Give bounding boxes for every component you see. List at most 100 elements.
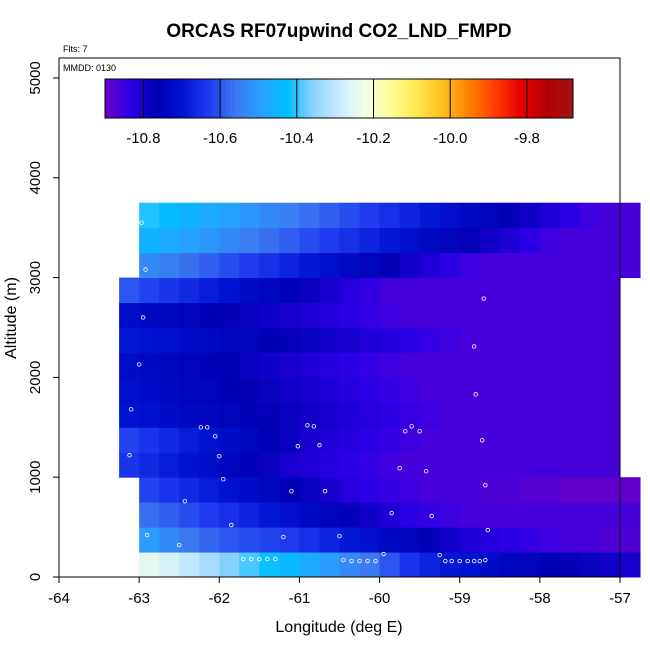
colorbar-segment — [272, 79, 278, 118]
heatmap-cell — [599, 427, 621, 453]
colorbar-segment — [378, 79, 383, 118]
heatmap-cell — [199, 352, 220, 378]
colorbar-tick-label: -10.6 — [203, 130, 237, 147]
heatmap-cell — [539, 477, 561, 503]
heatmap-cell — [319, 402, 340, 428]
heatmap-cell — [519, 477, 541, 503]
heatmap-cell — [159, 202, 180, 229]
heatmap-cell — [479, 377, 501, 403]
heatmap-cell — [359, 227, 381, 254]
colorbar-segment — [534, 79, 539, 118]
sample-point — [437, 552, 442, 558]
heatmap-cell — [219, 252, 240, 279]
heatmap-cell — [159, 277, 180, 304]
heatmap-cell — [359, 452, 381, 478]
heatmap-cell — [119, 302, 140, 328]
heatmap-cell — [319, 227, 340, 254]
heatmap-cell — [279, 427, 300, 453]
heatmap-cell — [579, 502, 601, 528]
sample-point — [198, 425, 204, 430]
heatmap-cell — [239, 227, 260, 254]
heatmap-cell — [399, 527, 421, 553]
y-tick-label: 3000 — [27, 261, 44, 294]
heatmap-cell — [179, 452, 200, 478]
heatmap-cell — [419, 352, 441, 378]
colorbar-segment — [413, 79, 418, 118]
heatmap-cell — [599, 527, 621, 553]
colorbar-segment — [502, 79, 508, 118]
heatmap-cell — [299, 427, 320, 453]
heatmap-cell — [620, 502, 641, 528]
colorbar-segment — [257, 79, 262, 118]
colorbar-tick-label: -10.0 — [433, 130, 467, 147]
heatmap-cell — [499, 227, 521, 254]
heatmap-cell — [239, 527, 260, 553]
colorbar-segment — [541, 79, 547, 118]
heatmap-cells — [119, 202, 641, 578]
sample-point — [479, 438, 485, 443]
heatmap-cell — [139, 477, 160, 503]
heatmap-cell — [359, 302, 381, 328]
colorbar-segment — [249, 79, 254, 118]
heatmap-cell — [279, 277, 300, 304]
heatmap-cell — [339, 552, 361, 578]
heatmap-cell — [579, 252, 601, 279]
heatmap-cell — [119, 402, 140, 428]
heatmap-cell — [119, 452, 140, 478]
heatmap-cell — [479, 402, 501, 428]
sample-point — [139, 220, 144, 225]
heatmap-cell — [199, 252, 220, 279]
colorbar-segment — [557, 79, 562, 118]
heatmap-cell — [539, 502, 561, 528]
colorbar-tick-label: -10.4 — [280, 130, 314, 147]
colorbar: -10.8 -10.6 -10.4 -10.2 -10.0 -9.8 — [104, 78, 574, 147]
heatmap-cell — [579, 227, 601, 254]
heatmap-cell — [439, 252, 461, 279]
heatmap-cell — [359, 527, 381, 553]
heatmap-cell — [579, 452, 601, 478]
heatmap-cell — [539, 302, 561, 328]
x-tick-label: -64 — [48, 590, 70, 607]
heatmap-cell — [419, 477, 441, 503]
heatmap-cell — [239, 452, 260, 478]
heatmap-cell — [439, 327, 461, 353]
heatmap-cell — [539, 452, 561, 478]
heatmap-cell — [559, 477, 581, 503]
heatmap-cell — [539, 377, 561, 403]
sample-point — [257, 556, 262, 562]
colorbar-tick-label: -9.8 — [514, 130, 540, 147]
sample-point — [473, 392, 478, 397]
heatmap-cell — [539, 352, 561, 378]
colorbar-segment — [452, 79, 457, 118]
heatmap-cell — [179, 277, 200, 304]
heatmap-cell — [439, 552, 461, 578]
colorbar-segment — [545, 79, 551, 118]
heatmap-cell — [319, 452, 340, 478]
heatmap-cell — [579, 427, 601, 453]
heatmap-cell — [319, 302, 340, 328]
heatmap-cell — [599, 552, 621, 578]
heatmap-cell — [559, 427, 581, 453]
heatmap-cell — [179, 352, 200, 378]
heatmap-cell — [539, 277, 561, 304]
heatmap-cell — [439, 277, 461, 304]
heatmap-cell — [519, 202, 541, 229]
heatmap-cell — [620, 227, 641, 254]
heatmap-cell — [539, 227, 561, 254]
colorbar-segment — [280, 79, 285, 118]
heatmap-cell — [459, 452, 481, 478]
heatmap-cell — [259, 377, 280, 403]
colorbar-segment — [401, 79, 406, 118]
sample-point — [481, 296, 486, 301]
colorbar-segment — [144, 79, 149, 118]
colorbar-segment — [506, 79, 512, 118]
colorbar-segment — [424, 79, 430, 118]
heatmap-cell — [179, 202, 200, 229]
heatmap-cell — [299, 502, 320, 528]
heatmap-cell — [459, 227, 481, 254]
heatmap-cell — [399, 327, 421, 353]
heatmap-cell — [219, 552, 240, 578]
heatmap-cell — [499, 377, 521, 403]
colorbar-segment — [444, 79, 449, 118]
heatmap-cell — [519, 352, 541, 378]
